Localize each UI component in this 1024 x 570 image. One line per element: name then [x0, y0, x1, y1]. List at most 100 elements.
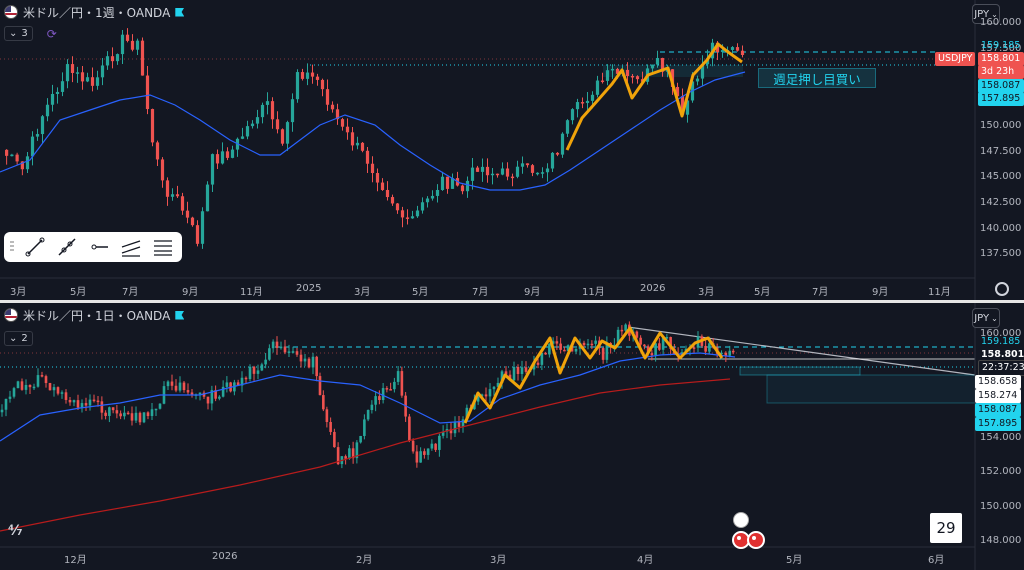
weekly-moving-average[interactable]	[0, 71, 746, 191]
daily-candle	[64, 389, 68, 404]
daily-candle	[174, 379, 178, 393]
indicator-toggle[interactable]: ⌄ 2	[4, 331, 33, 346]
weekly-candle	[625, 62, 630, 83]
target-zone[interactable]	[739, 366, 861, 376]
daily-moving-average-slow[interactable]	[0, 378, 731, 532]
indicator-toggle[interactable]: ⌄ 3	[4, 26, 33, 41]
daily-candle	[415, 445, 419, 468]
high-level-tag: 159.185	[981, 40, 1021, 51]
daily-candle	[419, 447, 422, 463]
daily-candle	[423, 448, 426, 459]
event-marker-icon[interactable]	[747, 531, 765, 549]
target-zone-lower[interactable]	[766, 374, 976, 404]
flag-marker-icon[interactable]	[175, 310, 185, 320]
daily-candle	[170, 374, 174, 391]
daily-candle	[56, 386, 60, 396]
daily-candle	[692, 345, 696, 353]
weekly-candle	[340, 117, 345, 131]
currency-selector[interactable]: JPY ⌄	[972, 4, 1000, 24]
price-axis-label: 137.500	[980, 248, 1022, 260]
weekly-chart-pane[interactable]: 米ドル／円・1週・OANDA ⌄ 3 ⟳ JPY ⌄ 160.000 157.50…	[0, 0, 1024, 300]
daily-zigzag-line[interactable]	[463, 326, 724, 424]
daily-candle	[190, 388, 194, 398]
weekly-candle	[700, 55, 705, 86]
weekly-candle	[450, 173, 455, 189]
settings-gear-icon[interactable]	[995, 282, 1009, 296]
daily-candle	[329, 417, 332, 436]
chevron-down-icon: ⌄	[991, 9, 998, 19]
ray-icon[interactable]	[56, 236, 78, 258]
weekly-candle	[195, 220, 200, 247]
weekly-candle	[260, 102, 265, 124]
daily-chart-pane[interactable]: 米ドル／円・1日・OANDA ⌄ 2 JPY ⌄ 160.000158.0001…	[0, 303, 1024, 570]
weekly-candle	[285, 120, 290, 151]
fib-retracement-icon[interactable]	[152, 236, 174, 258]
daily-candle	[28, 384, 32, 395]
daily-candle	[233, 379, 236, 396]
weekly-zigzag-line[interactable]	[565, 42, 743, 151]
daily-candle	[256, 364, 260, 380]
parallel-channel-icon[interactable]	[120, 236, 142, 258]
weekly-candle	[540, 167, 545, 179]
currency-selector[interactable]: JPY ⌄	[972, 308, 1000, 328]
daily-chart-title[interactable]: 米ドル／円・1日・OANDA	[23, 308, 171, 323]
daily-candle	[166, 380, 170, 391]
weekly-candlestick-chart[interactable]	[0, 0, 1024, 300]
time-axis-label: 4月	[637, 555, 654, 566]
weekly-candle	[475, 165, 480, 172]
daily-candle	[40, 371, 44, 378]
daily-candle	[60, 390, 64, 399]
trend-line-icon[interactable]	[24, 236, 46, 258]
weekly-chart-title[interactable]: 米ドル／円・1週・OANDA	[23, 5, 171, 20]
daily-candle	[355, 440, 359, 464]
daily-candlestick-chart[interactable]	[0, 303, 1024, 570]
flag-marker-icon[interactable]	[175, 7, 185, 17]
pane-separator[interactable]	[0, 300, 1024, 303]
weekly-candle	[295, 69, 300, 103]
weekly-candle	[25, 151, 30, 173]
weekly-candle	[695, 75, 700, 86]
countdown-tag: 3d 23h	[978, 65, 1024, 79]
high-level-tag: 159.185	[981, 336, 1021, 347]
weekly-candle	[300, 68, 305, 81]
daily-candle	[582, 340, 586, 348]
weekly-candle	[360, 141, 365, 153]
daily-candle	[555, 335, 559, 350]
page-number-badge[interactable]: 29	[930, 513, 962, 543]
daily-candle	[548, 343, 551, 358]
daily-candle	[303, 354, 307, 367]
us-event-icon[interactable]	[733, 512, 749, 528]
weekly-candle	[465, 176, 470, 198]
annotation-weekly-dip-buy[interactable]: 週足押し目買い	[758, 68, 876, 88]
countdown-tag: 22:37:23	[978, 360, 1024, 376]
daily-candle	[198, 392, 202, 401]
time-axis-label: 3月	[354, 287, 371, 298]
horizontal-ray-icon[interactable]	[88, 236, 110, 258]
weekly-candle	[535, 172, 540, 176]
price-axis-label: 157.500	[980, 42, 1022, 54]
daily-candle	[0, 404, 4, 417]
daily-candle	[453, 416, 457, 437]
daily-candle	[333, 428, 336, 448]
downtrend-line[interactable]	[627, 326, 976, 376]
weekly-candle	[55, 87, 60, 104]
weekly-candle	[400, 206, 405, 228]
weekly-candle	[395, 202, 400, 214]
weekly-candle	[155, 140, 160, 167]
tradingview-logo: ⁴⁄₇	[8, 523, 23, 539]
weekly-candle	[315, 73, 320, 86]
weekly-candle	[345, 118, 350, 140]
weekly-candle	[605, 64, 610, 86]
drag-handle-icon[interactable]	[10, 241, 14, 253]
daily-candle	[52, 383, 56, 397]
daily-candle	[295, 347, 299, 357]
daily-candle	[283, 339, 287, 355]
weekly-candle	[635, 75, 640, 84]
daily-candle	[363, 414, 366, 440]
daily-candle	[378, 390, 381, 405]
weekly-candle	[480, 158, 485, 182]
time-axis-label: 2026	[640, 283, 666, 294]
daily-candle	[370, 400, 374, 414]
weekly-candle	[335, 103, 340, 125]
daily-moving-average-fast[interactable]	[0, 352, 736, 442]
